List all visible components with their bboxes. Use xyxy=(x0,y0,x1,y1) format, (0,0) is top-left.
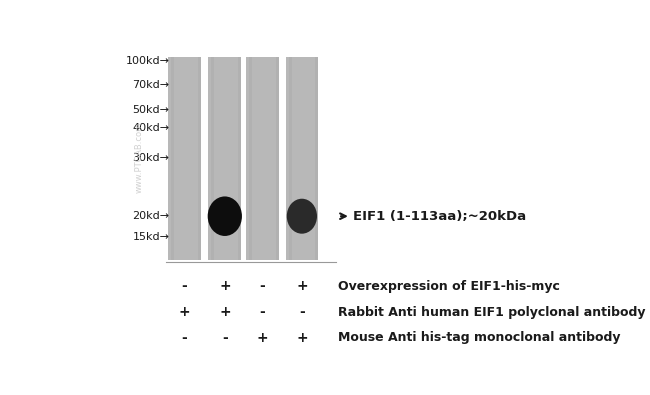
Text: +: + xyxy=(296,279,307,293)
Text: +: + xyxy=(296,331,307,345)
Ellipse shape xyxy=(208,196,242,236)
Text: 100kd→: 100kd→ xyxy=(125,56,170,66)
Text: -: - xyxy=(260,305,265,319)
Text: -: - xyxy=(181,331,187,345)
Bar xyxy=(289,56,292,260)
Text: Rabbit Anti human EIF1 polyclonal antibody: Rabbit Anti human EIF1 polyclonal antibo… xyxy=(338,305,645,318)
Text: -: - xyxy=(260,279,265,293)
Bar xyxy=(246,56,279,260)
Text: 30kd→: 30kd→ xyxy=(133,153,170,164)
Text: +: + xyxy=(257,331,268,345)
Text: -: - xyxy=(222,331,227,345)
Text: 50kd→: 50kd→ xyxy=(133,105,170,115)
Text: 20kd→: 20kd→ xyxy=(133,211,170,221)
Text: -: - xyxy=(299,305,305,319)
Text: Mouse Anti his-tag monoclonal antibody: Mouse Anti his-tag monoclonal antibody xyxy=(338,331,621,344)
Bar xyxy=(238,56,241,260)
Text: 40kd→: 40kd→ xyxy=(133,123,170,133)
Text: EIF1 (1-113aa);~20kDa: EIF1 (1-113aa);~20kDa xyxy=(354,210,526,223)
Ellipse shape xyxy=(287,199,317,234)
Bar xyxy=(249,56,252,260)
Bar xyxy=(168,56,201,260)
Text: 70kd→: 70kd→ xyxy=(133,81,170,90)
Bar xyxy=(171,56,174,260)
Bar xyxy=(276,56,279,260)
Bar xyxy=(285,56,318,260)
Bar xyxy=(209,56,241,260)
Bar xyxy=(211,56,214,260)
Text: +: + xyxy=(219,305,231,319)
Text: +: + xyxy=(179,305,190,319)
Bar xyxy=(198,56,201,260)
Text: 15kd→: 15kd→ xyxy=(133,233,170,243)
Text: www.PTGAB.com: www.PTGAB.com xyxy=(135,121,144,192)
Text: Overexpression of EIF1-his-myc: Overexpression of EIF1-his-myc xyxy=(338,280,560,293)
Text: -: - xyxy=(181,279,187,293)
Text: +: + xyxy=(219,279,231,293)
Bar xyxy=(315,56,318,260)
